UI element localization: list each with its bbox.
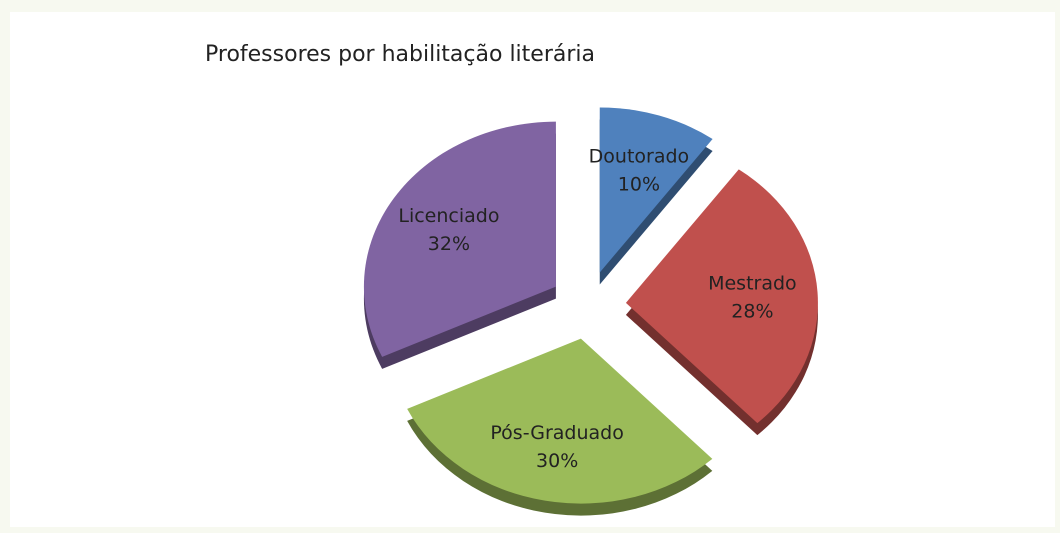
- slice-value-label: 28%: [731, 301, 773, 323]
- slice-value-label: 32%: [428, 233, 470, 255]
- slice-label: Licenciado: [398, 205, 499, 227]
- slice: [599, 107, 713, 273]
- slice-value-label: 30%: [536, 450, 578, 472]
- slice-label: Doutorado: [589, 145, 690, 167]
- slice: [625, 169, 818, 424]
- slice: [363, 121, 556, 357]
- slice-label: Pós-Graduado: [490, 422, 623, 444]
- slice-label: Mestrado: [708, 273, 797, 295]
- slice-value-label: 10%: [618, 173, 660, 195]
- slice: [407, 338, 713, 504]
- chart-title: Professores por habilitação literária: [205, 42, 595, 67]
- pie: Doutorado 10% Mestrado 28% Pós-Graduado 30% Li…: [363, 107, 818, 516]
